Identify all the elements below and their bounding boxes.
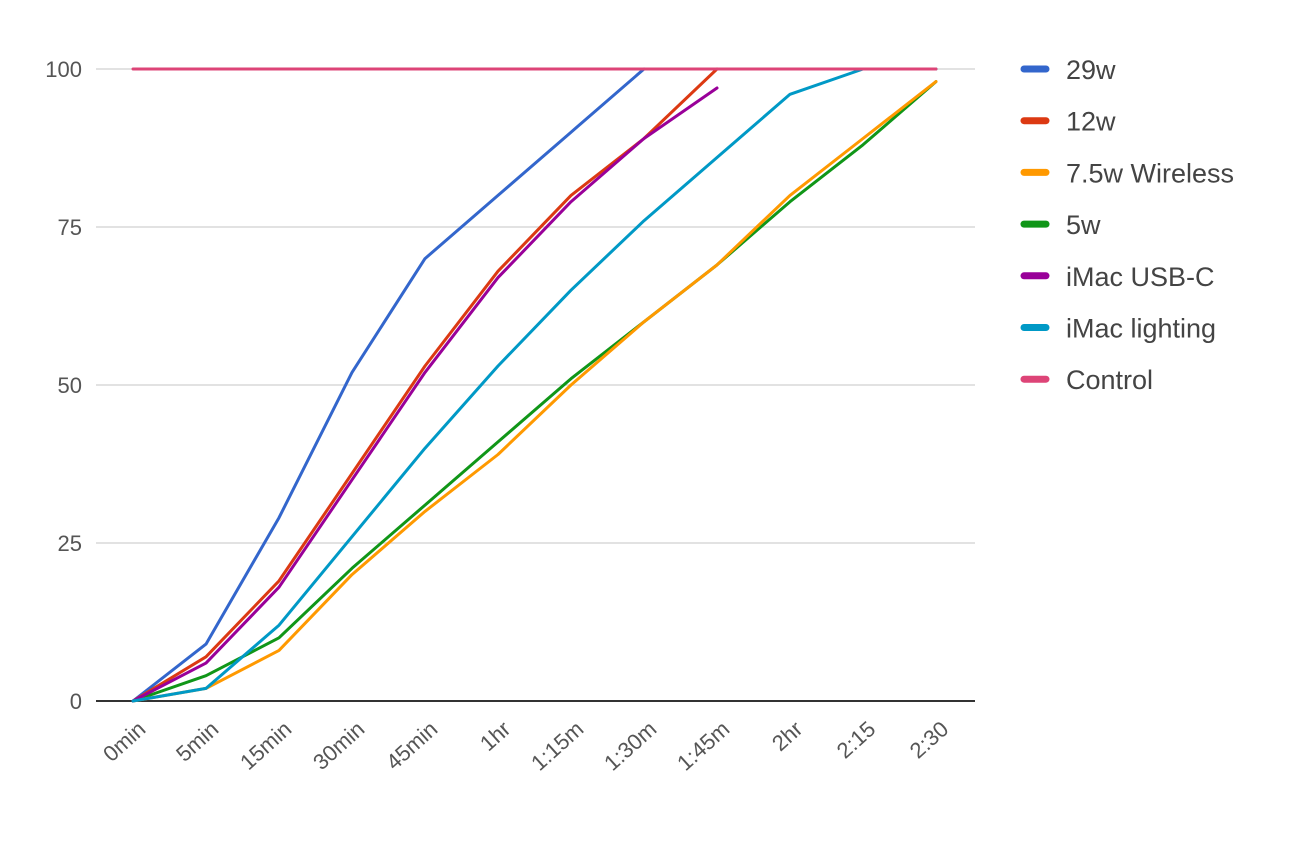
y-tick-label: 100 (45, 57, 82, 82)
legend: 29w 12w 7.5w Wireless 5w iMac USB-C iMac ligh… (1020, 55, 1234, 395)
x-axis-ticks: 0min 5min 15min 30min 45min 1hr 1:15m 1:30m 1:45… (98, 716, 953, 776)
x-tick-label: 2hr (767, 716, 807, 756)
legend-label: 7.5w Wireless (1066, 158, 1234, 188)
legend-label: 12w (1066, 107, 1116, 137)
series-line-imac-usb-c (131, 86, 719, 703)
x-tick-label: 1hr (475, 716, 515, 756)
x-tick-label: 2:15 (832, 716, 881, 763)
y-axis-ticks: 0 25 50 75 100 (45, 57, 82, 714)
x-tick-label: 1:30m (599, 716, 661, 776)
series-lines (131, 67, 938, 703)
legend-label: 5w (1066, 210, 1101, 240)
series-line-imac-lighting (131, 67, 938, 703)
x-tick-label: 30min (308, 716, 369, 775)
legend-label: iMac lighting (1066, 314, 1216, 344)
x-tick-label: 15min (235, 716, 296, 775)
y-tick-label: 75 (58, 215, 82, 240)
legend-label: Control (1066, 365, 1153, 395)
x-tick-label: 45min (381, 716, 442, 775)
series-line-7-5w-wireless (131, 80, 938, 703)
legend-label: 29w (1066, 55, 1116, 85)
series-line-5w (131, 80, 938, 703)
y-tick-label: 50 (58, 373, 82, 398)
series-line-29w (131, 67, 646, 703)
x-tick-label: 1:15m (526, 716, 588, 776)
x-tick-label: 2:30 (905, 716, 954, 763)
x-tick-label: 5min (171, 716, 223, 766)
y-tick-label: 0 (70, 689, 82, 714)
series-line-12w (131, 67, 719, 703)
x-tick-label: 1:45m (672, 716, 734, 776)
gridlines (96, 68, 975, 544)
legend-label: iMac USB-C (1066, 262, 1215, 292)
y-tick-label: 25 (58, 531, 82, 556)
x-tick-label: 0min (98, 716, 150, 766)
